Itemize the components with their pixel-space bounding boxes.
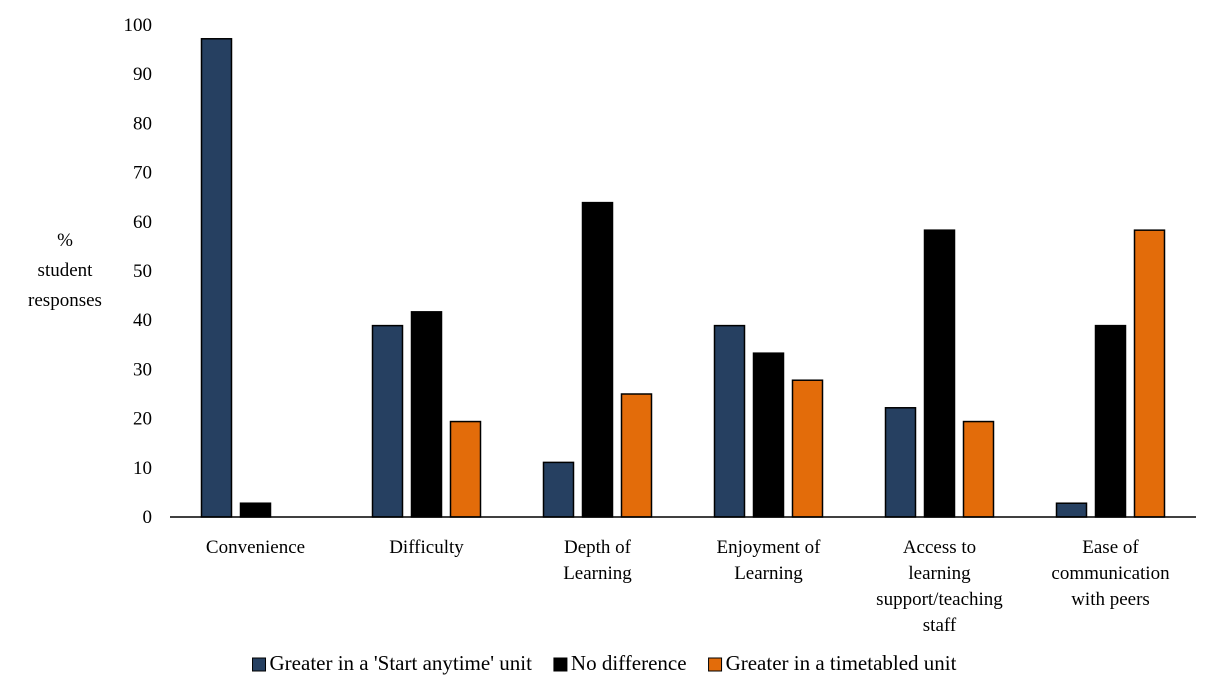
y-tick-label: 80 — [133, 113, 152, 134]
x-category-label: Enjoyment of Learning — [717, 537, 822, 584]
y-axis-label: % student responses — [28, 230, 102, 311]
y-tick-label: 60 — [133, 212, 152, 233]
y-axis-label-line: student — [38, 260, 94, 281]
bar — [200, 38, 233, 518]
legend-swatch — [708, 657, 723, 672]
y-tick-label: 40 — [133, 310, 152, 331]
legend-swatch — [252, 657, 267, 672]
legend-item: Greater in a 'Start anytime' unit — [252, 651, 533, 675]
bar — [542, 461, 575, 518]
bar — [581, 201, 614, 518]
x-category-label: Depth of Learning — [563, 537, 632, 584]
legend-swatch — [553, 657, 568, 672]
legend-item: No difference — [553, 651, 687, 675]
bar — [884, 407, 917, 518]
bar — [791, 379, 824, 518]
x-category-label: Access to learning support/teaching staff — [876, 537, 1003, 636]
bars — [200, 38, 1166, 518]
y-tick-label: 90 — [133, 64, 152, 85]
bar — [923, 229, 956, 518]
legend: Greater in a 'Start anytime' unit No diff… — [252, 651, 957, 675]
bar — [752, 352, 785, 518]
legend-label: No difference — [571, 651, 687, 675]
legend-item: Greater in a timetabled unit — [708, 651, 957, 675]
bar — [1055, 502, 1088, 518]
x-category-label: Convenience — [206, 537, 305, 558]
y-tick-label: 20 — [133, 409, 152, 430]
y-tick-label: 10 — [133, 458, 152, 479]
bar — [449, 420, 482, 518]
bar — [410, 311, 443, 518]
legend-label: Greater in a timetabled unit — [726, 651, 957, 675]
y-axis-label-line: responses — [28, 290, 102, 311]
legend-label: Greater in a 'Start anytime' unit — [270, 651, 533, 675]
bar — [371, 324, 404, 518]
y-tick-label: 70 — [133, 163, 152, 184]
y-axis-ticks: 0 10 20 30 40 50 60 70 80 90 100 — [124, 15, 153, 528]
y-axis-label-line: % — [57, 230, 73, 251]
y-tick-label: 100 — [124, 15, 153, 36]
x-axis-categories: Convenience Difficulty Depth of Learning Enj… — [206, 537, 1170, 636]
bar — [713, 324, 746, 518]
bar — [1094, 324, 1127, 518]
y-tick-label: 0 — [143, 507, 153, 528]
y-tick-label: 30 — [133, 359, 152, 380]
y-tick-label: 50 — [133, 261, 152, 282]
bar — [962, 420, 995, 518]
bar — [620, 393, 653, 518]
bar — [239, 502, 272, 518]
x-category-label: Difficulty — [389, 537, 464, 558]
bar — [1133, 229, 1166, 518]
x-category-label: Ease of communication with peers — [1051, 537, 1170, 610]
